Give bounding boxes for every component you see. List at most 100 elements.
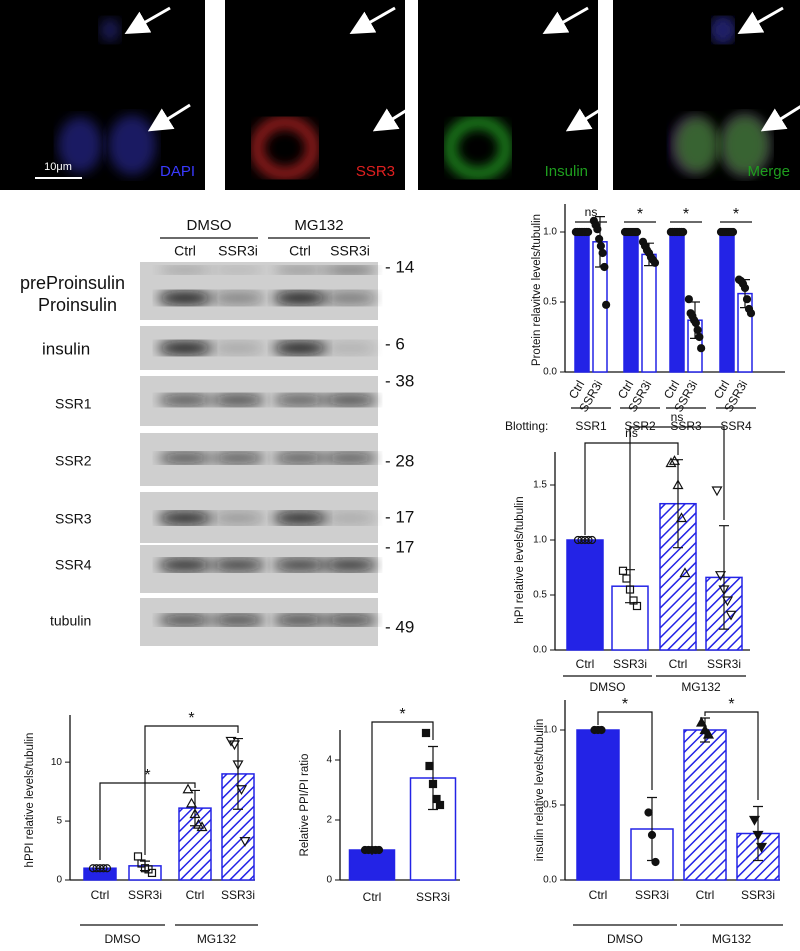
significance-label: * (728, 696, 734, 713)
x-tick-label: Ctrl (186, 888, 205, 902)
data-point (428, 779, 438, 789)
band (211, 266, 265, 274)
x-tick-label: Ctrl (576, 657, 595, 671)
y-tick-label: 1.0 (533, 535, 547, 546)
bar (683, 729, 727, 881)
data-point (595, 234, 604, 244)
arrow (565, 103, 609, 132)
significance-label: * (683, 206, 689, 223)
y-axis-label: Protein relavitve levels/tubulin (531, 214, 543, 366)
arrow (124, 6, 171, 34)
data-point (596, 241, 605, 251)
x-tick-label: Ctrl (669, 657, 688, 671)
band (158, 558, 212, 572)
significance-bracket (144, 725, 239, 855)
band (158, 291, 212, 305)
data-point (602, 300, 611, 309)
lane-label: SSR3i (330, 243, 370, 259)
channel-label: SSR3 (356, 163, 395, 180)
bar (574, 231, 590, 373)
group-label: SSR1 (575, 419, 607, 433)
y-axis-label: Relative PPI/PI ratio (299, 754, 311, 857)
band (211, 394, 265, 406)
x-tick-label: SSR3i (635, 888, 669, 902)
stain (444, 116, 512, 180)
data-point (598, 248, 607, 258)
data-point (721, 596, 734, 607)
significance-label: * (399, 706, 405, 723)
data-point (714, 571, 727, 581)
band (323, 558, 377, 572)
data-point (99, 864, 108, 873)
band (211, 452, 265, 464)
band (211, 614, 265, 626)
data-point (102, 864, 112, 873)
data-point (232, 760, 244, 771)
data-point (647, 830, 657, 840)
band (158, 341, 212, 355)
band (211, 291, 265, 305)
blot-label: Proinsulin (38, 295, 117, 315)
x-tick-label: Ctrl (363, 890, 382, 904)
y-axis-label: hPI relative levels/tubulin (514, 496, 526, 623)
data-point (679, 567, 691, 578)
scale-bar-label: 10μm (44, 161, 72, 173)
y-tick-label: 4 (326, 755, 332, 766)
significance-label: * (733, 206, 739, 223)
bar (576, 729, 620, 881)
x-tick-label: Ctrl (91, 888, 110, 902)
data-point (239, 837, 251, 847)
data-point (644, 808, 653, 817)
bar (566, 539, 604, 651)
data-point (425, 761, 434, 771)
data-point (650, 258, 660, 267)
group-label: MG132 (681, 680, 721, 694)
group-label: SSR4 (720, 419, 752, 433)
band (273, 291, 327, 305)
y-tick-label: 0.5 (533, 590, 547, 601)
y-tick-label: 0.0 (533, 645, 547, 656)
band (273, 266, 327, 274)
mw-marker: - 49 (385, 617, 414, 636)
data-point (695, 332, 704, 342)
band (158, 452, 212, 464)
data-point (665, 457, 677, 468)
data-point (632, 601, 642, 611)
data-point (675, 512, 688, 523)
data-point (651, 857, 660, 867)
significance-bracket (371, 721, 434, 855)
x-tick-label: SSR3i (416, 890, 450, 904)
data-point (672, 479, 684, 490)
data-point (755, 842, 768, 853)
significance-label: * (622, 696, 628, 713)
significance-bracket (629, 426, 725, 570)
band (323, 452, 377, 464)
lane-label: Ctrl (289, 243, 311, 259)
nucleus (721, 115, 769, 175)
data-point (697, 344, 706, 353)
data-point (584, 227, 593, 237)
nucleus (58, 117, 102, 173)
y-tick-label: 1.5 (533, 480, 547, 491)
data-point (182, 783, 194, 794)
channel-label: DAPI (160, 163, 195, 180)
x-tick-label: Ctrl (589, 888, 608, 902)
x-tick-label: SSR3i (128, 888, 162, 902)
data-point (600, 262, 609, 272)
error-bar (719, 525, 729, 630)
bar (719, 231, 735, 373)
data-point (196, 821, 208, 832)
group-label: SSR3 (670, 419, 702, 433)
lane-label: Ctrl (174, 243, 196, 259)
channel-label: Insulin (545, 163, 588, 180)
arrow (147, 103, 191, 132)
band (323, 394, 377, 406)
mw-marker: - 17 (385, 507, 414, 526)
y-tick-label: 1.0 (543, 227, 557, 238)
y-tick-label: 0 (56, 875, 62, 886)
channel-label: Merge (747, 163, 790, 180)
arrow (349, 6, 396, 34)
y-tick-label: 1.0 (543, 725, 557, 736)
band (323, 341, 377, 355)
nucleus (108, 115, 156, 175)
